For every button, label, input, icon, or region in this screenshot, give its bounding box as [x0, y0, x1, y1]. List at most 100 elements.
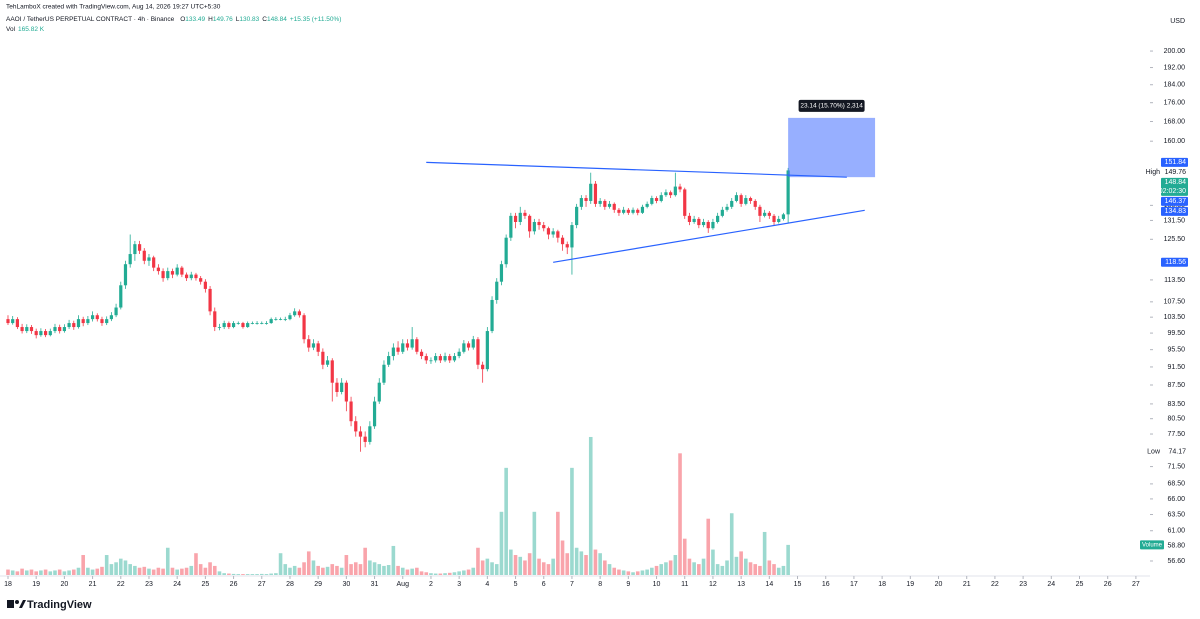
candle-body	[523, 212, 527, 216]
x-tick-label: 19	[906, 581, 914, 588]
candle-body	[650, 198, 654, 204]
volume-bar	[203, 567, 208, 575]
candle-body	[758, 206, 762, 216]
candle-body	[622, 209, 626, 213]
y-tick-label: 91.50	[1167, 364, 1185, 371]
candle-body	[222, 323, 226, 328]
volume-bar	[579, 551, 584, 575]
candle-body	[377, 382, 381, 402]
volume-bar	[781, 565, 786, 575]
x-tick-label: 23	[1019, 581, 1027, 588]
x-tick-label: 25	[1076, 581, 1084, 588]
volume-bar	[433, 573, 438, 575]
volume-bar	[128, 564, 132, 575]
volume-bar	[537, 558, 541, 575]
currency[interactable]: USD	[1170, 18, 1185, 25]
candle-body	[748, 198, 753, 201]
volume-bar	[24, 570, 29, 575]
volume-bar	[419, 571, 424, 575]
candle-body	[166, 271, 170, 279]
volume-bar	[142, 566, 147, 575]
candle-body	[250, 323, 254, 324]
candle-body	[438, 356, 442, 361]
x-tick-label: 24	[1047, 581, 1055, 588]
candle-body	[170, 271, 175, 275]
volume-bar	[396, 565, 400, 575]
volume-bar	[330, 564, 335, 575]
volume-bar	[504, 467, 508, 575]
candle-body	[241, 323, 245, 328]
volume-bar	[391, 545, 396, 575]
candle-body	[537, 221, 541, 226]
volume-bar	[86, 567, 90, 575]
candle-body	[739, 195, 743, 204]
x-tick-label: 27	[1132, 581, 1140, 588]
ohlc-value: 149.76	[213, 16, 233, 23]
volume-bar	[137, 567, 142, 575]
volume-bar	[118, 558, 123, 575]
candle-body	[612, 203, 616, 210]
candle-body	[297, 311, 301, 316]
x-tick-label: 21	[89, 581, 97, 588]
volume-bar	[302, 562, 306, 575]
volume-bar	[612, 567, 617, 575]
volume-bar	[6, 569, 10, 575]
candle-body	[100, 319, 104, 324]
candle-body	[372, 401, 377, 427]
price-tag: Low	[1147, 449, 1161, 456]
ohlc-label: C	[262, 16, 267, 23]
volume-bar	[697, 564, 701, 575]
volume-bar	[372, 562, 377, 575]
volume-bar	[339, 567, 344, 575]
volume-bar	[701, 558, 706, 575]
candle-body	[579, 198, 583, 207]
x-tick-label: 26	[230, 581, 238, 588]
volume-bar	[382, 565, 386, 575]
ohlc-value: 148.84	[267, 16, 287, 23]
volume-bar	[480, 560, 485, 575]
volume-bar	[161, 568, 165, 575]
volume-bar	[772, 564, 776, 575]
candle-body	[560, 237, 565, 245]
x-tick-label: 10	[653, 581, 661, 588]
candle-body	[410, 339, 414, 348]
ohlc-label: L	[236, 16, 240, 23]
volume-bar	[753, 564, 758, 575]
volume-bar	[654, 565, 659, 575]
candle-body	[274, 319, 278, 320]
volume-bar	[316, 565, 320, 575]
trend-line	[553, 209, 865, 263]
volume-bar	[208, 562, 212, 575]
candle-body	[763, 212, 767, 216]
candle-body	[302, 315, 306, 340]
volume-bar	[523, 560, 527, 575]
volume-bar	[664, 562, 668, 575]
volume-bar	[415, 567, 419, 575]
volume-bar	[10, 570, 15, 575]
volume-bar	[368, 560, 372, 575]
candle-body	[227, 323, 231, 328]
volume-bar	[109, 564, 114, 575]
volume-bar	[574, 547, 579, 575]
price-label: 118.56	[1165, 259, 1186, 266]
candle-body	[734, 195, 739, 201]
x-tick-label: 15	[794, 581, 802, 588]
candle-body	[481, 364, 485, 370]
candle-body	[532, 221, 536, 232]
candle-body	[499, 264, 504, 282]
candle-body	[363, 436, 367, 442]
volume-bar	[776, 567, 781, 575]
vol-label: Vol	[6, 26, 16, 33]
candle-body	[448, 356, 452, 361]
trend-line	[426, 161, 847, 178]
volume-tag-bg	[1140, 540, 1164, 550]
price-label: 148.84	[1165, 179, 1187, 186]
candle-body	[673, 186, 677, 196]
volume-bar	[631, 572, 635, 575]
candle-body	[551, 231, 555, 235]
volume-bar	[711, 549, 715, 575]
volume-bar	[236, 574, 241, 575]
candle-body	[466, 343, 471, 348]
candle-body	[495, 281, 499, 300]
volume-bar	[62, 571, 67, 575]
